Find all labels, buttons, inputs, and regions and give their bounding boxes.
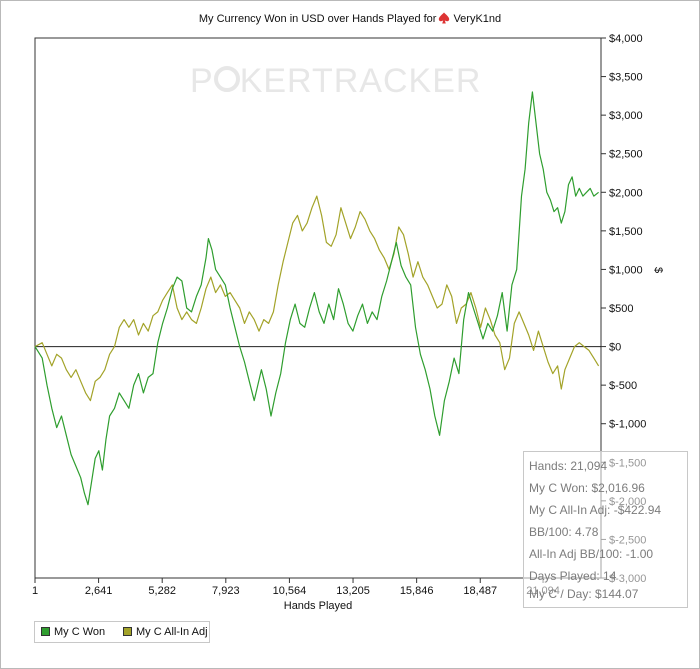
y-tick-label: $1,500 <box>609 226 643 238</box>
y-tick-label: $2,500 <box>609 149 643 161</box>
stat-hands: Hands: 21,094 <box>529 459 608 473</box>
y-tick-label: $-1,000 <box>609 419 646 431</box>
x-tick-label: 2,641 <box>85 585 113 597</box>
axes <box>34 37 606 583</box>
y-tick-label: $3,500 <box>609 72 643 84</box>
stat-allin-bb100: All-In Adj BB/100: -1.00 <box>529 547 654 561</box>
legend-item-won[interactable]: My C Won <box>41 626 105 638</box>
x-tick-label: 18,487 <box>463 585 497 597</box>
x-tick-label: 5,282 <box>148 585 176 597</box>
y-tick-label: $0 <box>609 342 621 354</box>
series-line-my-c-all-in-adj <box>34 195 600 402</box>
spade-icon <box>438 12 450 27</box>
legend-swatch <box>41 627 50 636</box>
x-axis-label: Hands Played <box>284 600 353 612</box>
player-name: VeryK1nd <box>453 13 502 25</box>
y-axis-label: $ <box>652 267 664 273</box>
poker-chip-icon <box>213 66 240 92</box>
y-tick-label: $1,000 <box>609 264 643 276</box>
legend: My C Won My C All-In Adj <box>34 621 210 643</box>
x-tick-label: 13,205 <box>336 585 370 597</box>
y-tick-label: $2,000 <box>609 187 643 199</box>
series-lines <box>34 91 600 506</box>
stat-bb100: BB/100: 4.78 <box>529 525 599 539</box>
y-tick-label: $500 <box>609 303 633 315</box>
x-tick-label: 7,923 <box>212 585 240 597</box>
stats-box: Hands: 21,094 My C Won: $2,016.96 My C A… <box>523 451 688 608</box>
stat-days-played: Days Played: 14 <box>529 569 617 583</box>
x-tick-label: 10,564 <box>273 585 307 597</box>
x-tick-label: 1 <box>32 585 38 597</box>
legend-swatch <box>123 627 132 636</box>
y-tick-label: $3,000 <box>609 110 643 122</box>
stat-per-day: My C / Day: $144.07 <box>529 587 639 601</box>
legend-item-allin-adj[interactable]: My C All-In Adj <box>123 626 208 638</box>
stat-won: My C Won: $2,016.96 <box>529 481 645 495</box>
series-line-my-c-won <box>34 91 599 506</box>
chart-title: My Currency Won in USD over Hands Played… <box>198 12 502 27</box>
stat-allin-adj: My C All-In Adj: -$422.94 <box>529 503 662 517</box>
pokertracker-watermark: P KERTRACKER <box>190 62 482 100</box>
y-tick-label: $4,000 <box>609 33 643 45</box>
y-tick-label: $-500 <box>609 380 637 392</box>
x-tick-label: 15,846 <box>400 585 434 597</box>
